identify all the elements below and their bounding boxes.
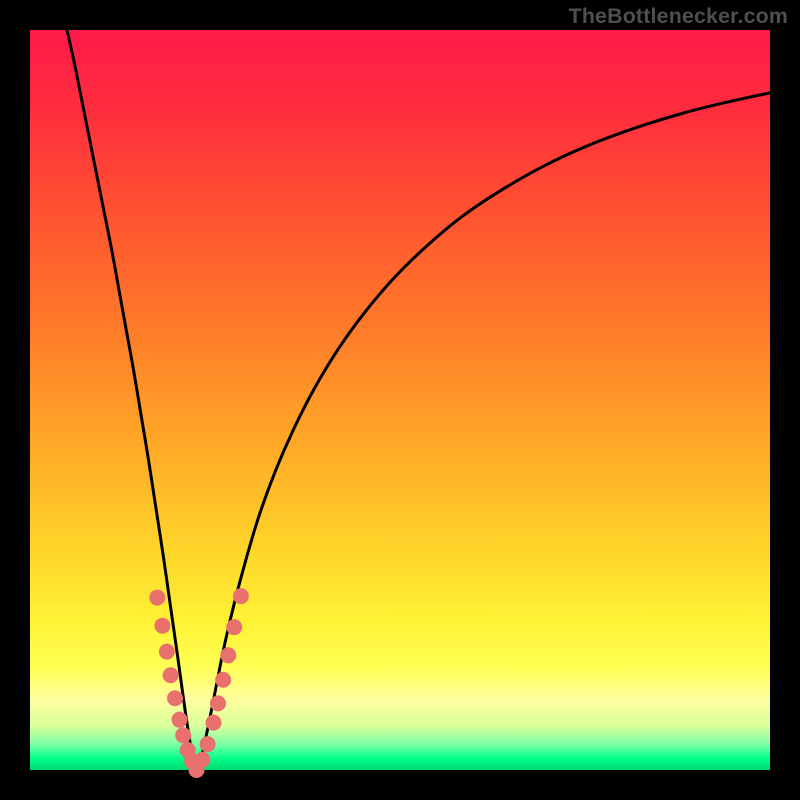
- data-point: [215, 672, 231, 688]
- data-point: [159, 644, 175, 660]
- v-curve-gradient-chart: [0, 0, 800, 800]
- data-point: [200, 736, 216, 752]
- data-point: [206, 715, 222, 731]
- data-point: [167, 690, 183, 706]
- data-point: [220, 647, 236, 663]
- data-point: [233, 588, 249, 604]
- data-point: [226, 619, 242, 635]
- data-point: [175, 727, 191, 743]
- data-point: [171, 712, 187, 728]
- data-point: [154, 618, 170, 634]
- plot-gradient-background: [30, 30, 770, 770]
- data-point: [149, 590, 165, 606]
- data-point: [194, 752, 210, 768]
- data-point: [210, 695, 226, 711]
- data-point: [163, 667, 179, 683]
- watermark-source-label: TheBottlenecker.com: [569, 4, 788, 29]
- bottleneck-chart-root: TheBottlenecker.com: [0, 0, 800, 800]
